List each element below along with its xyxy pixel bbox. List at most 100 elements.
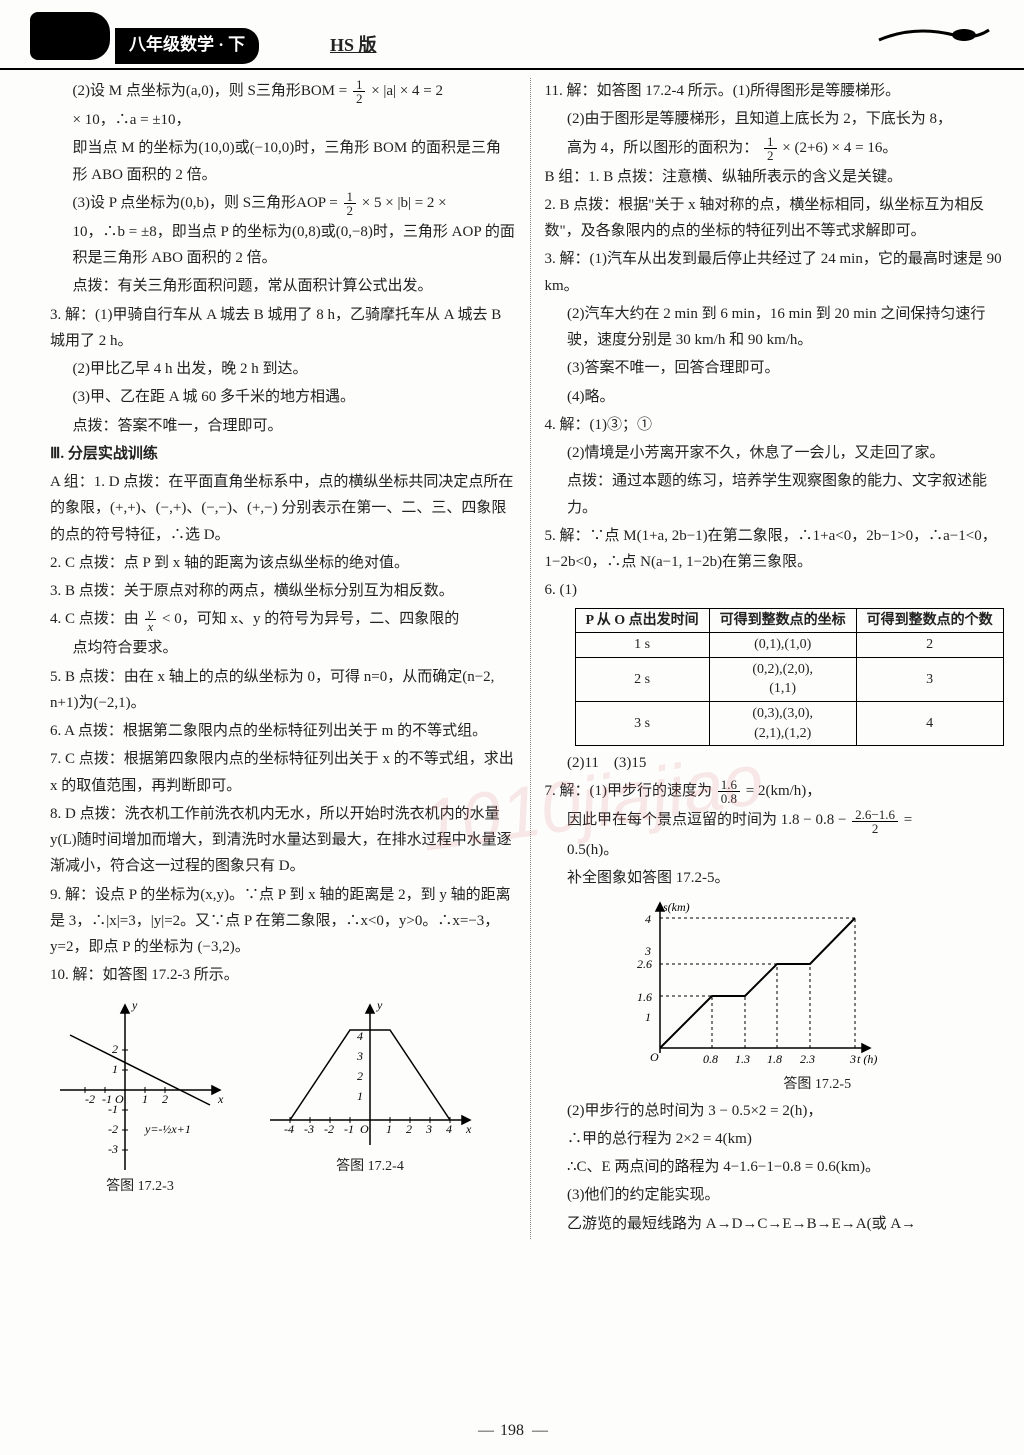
- right-column: 11. 解：如答图 17.2-4 所示。(1)所得图形是等腰梯形。 (2)由于图…: [545, 78, 1011, 1239]
- r-b7a: 7. 解：(1)甲步行的速度为 1.60.8 = 2(km/h)，: [545, 778, 1011, 805]
- l-p3: 即当点 M 的坐标为(10,0)或(−10,0)时，三角形 BOM 的面积是三角…: [50, 135, 516, 188]
- l-a4: 4. C 点拨：由 yx < 0，可知 x、y 的符号为异号，二、四象限的: [50, 606, 516, 633]
- l-a8: 8. D 点拨：洗衣机工作前洗衣机内无水，所以开始时洗衣机内的水量 y(L)随时…: [50, 801, 516, 880]
- text: 7. 解：(1)甲步行的速度为: [545, 783, 716, 799]
- header-title: 八年级数学 · 下: [115, 28, 259, 64]
- left-column: (2)设 M 点坐标为(a,0)，则 S三角形BOM = 12 × |a| × …: [50, 78, 516, 1239]
- svg-text:1.3: 1.3: [735, 1052, 750, 1066]
- graph-row: xy O -2-1 12 12 -1-2-3 y=-½x+1 答图 17.2-: [50, 995, 516, 1200]
- r-b7c: 因此甲在每个景点逗留的时间为 1.8 − 0.8 − 2.6−1.62 =: [545, 807, 1011, 834]
- text: (3)设 P 点坐标为(0,b)，则 S三角形AOP =: [73, 195, 342, 211]
- section-3-title: Ⅲ. 分层实战训练: [50, 441, 516, 467]
- header-decoration: [874, 20, 994, 50]
- svg-text:-2: -2: [324, 1122, 334, 1136]
- r-b1: B 组：1. B 点拨：注意横、纵轴所表示的含义是关键。: [545, 164, 1011, 190]
- svg-text:1: 1: [357, 1089, 363, 1103]
- svg-text:3: 3: [425, 1122, 432, 1136]
- svg-text:0.8: 0.8: [703, 1052, 718, 1066]
- svg-text:t (h): t (h): [857, 1052, 877, 1066]
- fraction-icon: yx: [145, 606, 157, 633]
- th: 可得到整数点的坐标: [709, 608, 856, 633]
- l-q3a: 3. 解：(1)甲骑自行车从 A 城去 B 城用了 8 h，乙骑摩托车从 A 城…: [50, 302, 516, 355]
- graph-17-2-3: xy O -2-1 12 12 -1-2-3 y=-½x+1 答图 17.2-: [50, 995, 230, 1200]
- svg-text:2: 2: [357, 1069, 363, 1083]
- l-q3c: (3)甲、乙在距 A 城 60 多千米的地方相遇。: [50, 384, 516, 410]
- header-badge-graphic: [30, 12, 110, 60]
- l-p4: (3)设 P 点坐标为(0,b)，则 S三角形AOP = 12 × 5 × |b…: [50, 190, 516, 217]
- r-b7e: 0.5(h)。: [545, 837, 1011, 863]
- svg-text:y: y: [376, 998, 383, 1012]
- svg-text:O: O: [360, 1122, 369, 1136]
- r-b6b: (2)11 (3)15: [545, 750, 1011, 776]
- svg-text:-1: -1: [344, 1122, 354, 1136]
- td: 2 s: [575, 657, 709, 701]
- text: = 2(km/h)，: [746, 783, 822, 799]
- graph-17-2-4: xyO -4-3-2-1 1234 1234 答图 17.2-4: [260, 995, 480, 1200]
- svg-text:1: 1: [112, 1062, 118, 1076]
- text: 4. C 点拨：由: [50, 611, 143, 627]
- svg-text:2: 2: [406, 1122, 412, 1136]
- td: (0,1),(1,0): [709, 633, 856, 658]
- td: (0,2),(2,0), (1,1): [709, 657, 856, 701]
- r-b3b: (2)汽车大约在 2 min 到 6 min，16 min 到 20 min 之…: [545, 301, 1011, 354]
- svg-text:x: x: [217, 1092, 224, 1106]
- td: 2: [856, 633, 1003, 658]
- svg-text:y=-½x+1: y=-½x+1: [144, 1122, 191, 1136]
- l-a9: 9. 解：设点 P 的坐标为(x,y)。∵点 P 到 x 轴的距离是 2，到 y…: [50, 882, 516, 961]
- r-b7j: (3)他们的约定能实现。: [545, 1182, 1011, 1208]
- r-b7h: ∴甲的总行程为 2×2 = 4(km): [545, 1126, 1011, 1152]
- l-q3b: (2)甲比乙早 4 h 出发，晚 2 h 到达。: [50, 356, 516, 382]
- svg-text:1: 1: [386, 1122, 392, 1136]
- svg-text:y: y: [131, 998, 138, 1012]
- svg-text:-2: -2: [108, 1122, 118, 1136]
- svg-text:1.8: 1.8: [767, 1052, 782, 1066]
- fraction-icon: 1.60.8: [718, 778, 740, 805]
- page-body: (2)设 M 点坐标为(a,0)，则 S三角形BOM = 12 × |a| × …: [0, 78, 1024, 1239]
- svg-text:2: 2: [112, 1042, 118, 1056]
- svg-text:O: O: [650, 1050, 659, 1064]
- l-p6: 点拨：有关三角形面积问题，常从面积计算公式出发。: [50, 273, 516, 299]
- svg-text:2: 2: [162, 1092, 168, 1106]
- svg-text:1: 1: [645, 1010, 651, 1024]
- r-q11b: (2)由于图形是等腰梯形，且知道上底长为 2，下底长为 8，: [545, 106, 1011, 132]
- svg-text:4: 4: [645, 912, 651, 926]
- header-edition: HS 版: [330, 30, 377, 62]
- l-a7: 7. C 点拨：根据第四象限内点的坐标特征列出关于 x 的不等式组，求出 x 的…: [50, 746, 516, 799]
- l-a2: 2. C 点拨：点 P 到 x 轴的距离为该点纵坐标的绝对值。: [50, 550, 516, 576]
- r-b6lead: 6. (1): [545, 577, 1011, 603]
- caption-17-2-4: 答图 17.2-4: [260, 1155, 480, 1180]
- l-p5: 10，∴b = ±8，即当点 P 的坐标为(0,8)或(0,−8)时，三角形 A…: [50, 219, 516, 272]
- r-b5: 5. 解：∵点 M(1+a, 2b−1)在第二象限，∴1+a<0，2b−1>0，…: [545, 523, 1011, 576]
- text: × |a| × 4 = 2: [371, 83, 443, 99]
- fraction-icon: 12: [344, 190, 357, 217]
- r-b3c: (3)答案不唯一，回答合理即可。: [545, 355, 1011, 381]
- svg-text:x: x: [465, 1122, 472, 1136]
- td: 3 s: [575, 701, 709, 745]
- text: × 5 × |b| = 2 ×: [362, 195, 447, 211]
- svg-text:3: 3: [849, 1052, 856, 1066]
- r-b2: 2. B 点拨：根据"关于 x 轴对称的点，横坐标相同，纵坐标互为相反数"，及各…: [545, 192, 1011, 245]
- r-q11a: 11. 解：如答图 17.2-4 所示。(1)所得图形是等腰梯形。: [545, 78, 1011, 104]
- fraction-icon: 12: [764, 135, 777, 162]
- l-a4c: 点均符合要求。: [50, 635, 516, 661]
- l-a1: A 组：1. D 点拨：在平面直角坐标系中，点的横纵坐标共同决定点所在的象限，(…: [50, 469, 516, 548]
- td: 3: [856, 657, 1003, 701]
- l-a10: 10. 解：如答图 17.2-3 所示。: [50, 962, 516, 988]
- r-b7g: (2)甲步行的总时间为 3 − 0.5×2 = 2(h)，: [545, 1098, 1011, 1124]
- column-separator: [530, 78, 531, 1239]
- svg-text:s(km): s(km): [663, 900, 690, 914]
- svg-text:2.3: 2.3: [800, 1052, 815, 1066]
- l-q3d: 点拨：答案不唯一，合理即可。: [50, 413, 516, 439]
- th: 可得到整数点的个数: [856, 608, 1003, 633]
- svg-text:4: 4: [446, 1122, 452, 1136]
- text: × (2+6) × 4 = 16。: [782, 140, 897, 156]
- svg-text:-3: -3: [108, 1142, 118, 1156]
- td: (0,3),(3,0), (2,1),(1,2): [709, 701, 856, 745]
- caption-17-2-5: 答图 17.2-5: [625, 1073, 1011, 1098]
- svg-text:2.6: 2.6: [637, 957, 652, 971]
- text: =: [904, 812, 912, 828]
- svg-text:3: 3: [644, 944, 651, 958]
- text: < 0，可知 x、y 的符号为异号，二、四象限的: [162, 611, 459, 627]
- svg-text:-3: -3: [304, 1122, 314, 1136]
- r-b4a: 4. 解：(1)③；①: [545, 412, 1011, 438]
